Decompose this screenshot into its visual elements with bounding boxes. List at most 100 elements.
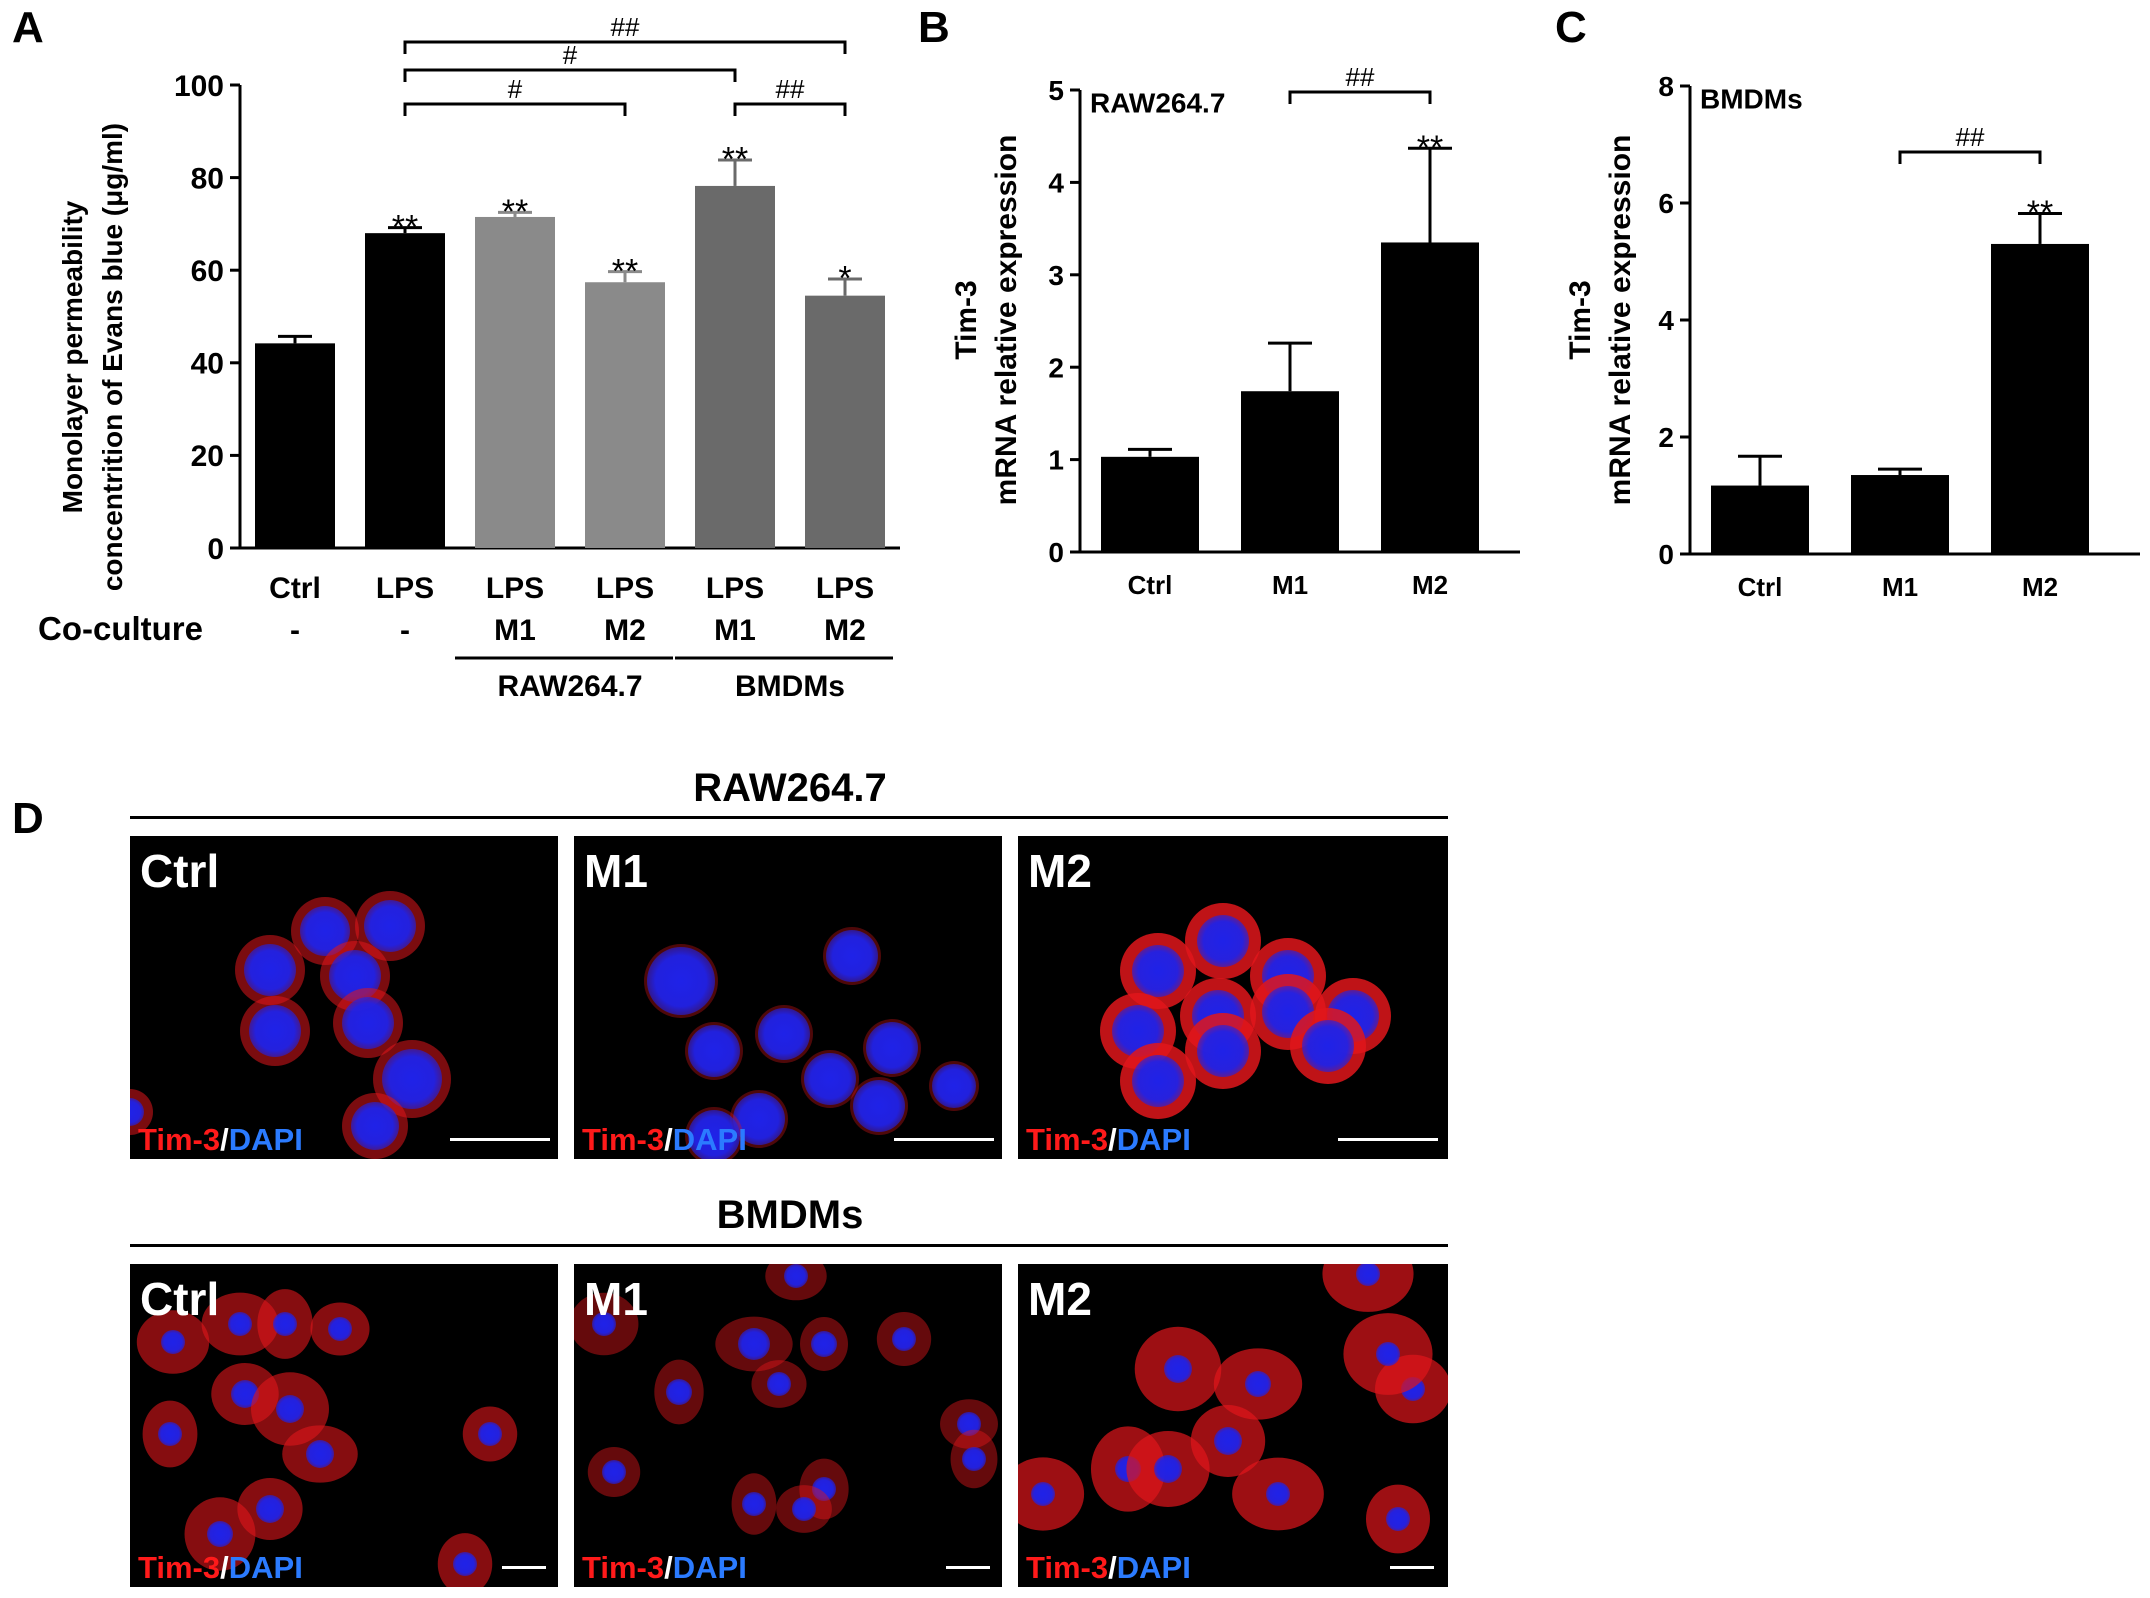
- stain-slash: /: [664, 1550, 673, 1585]
- y-tick-label: 60: [191, 255, 224, 288]
- significance-bracket: [403, 102, 627, 116]
- y-tick-label: 80: [191, 162, 224, 195]
- y-tick-label: 100: [174, 70, 224, 103]
- dapi-nucleus: [1031, 1482, 1055, 1506]
- dapi-nucleus: [932, 1064, 976, 1108]
- significance-bracket: [403, 68, 737, 82]
- y-tick-label: 2: [1658, 422, 1674, 453]
- coculture-value: M2: [604, 614, 646, 647]
- stain-legend: Tim-3/DAPI: [582, 1124, 747, 1155]
- dapi-nucleus: [811, 1331, 837, 1357]
- group-label: RAW264.7: [497, 670, 642, 703]
- bracket-label: ##: [611, 12, 640, 42]
- stain-dapi-label: DAPI: [1116, 1122, 1191, 1157]
- dapi-nucleus: [273, 1312, 297, 1336]
- dapi-nucleus: [758, 1008, 810, 1060]
- y-axis-label-line1: Monolayer permeability: [57, 200, 88, 513]
- dapi-nucleus: [364, 900, 416, 952]
- dapi-nucleus: [1356, 1264, 1380, 1286]
- panel-condition-label: Ctrl: [140, 845, 220, 897]
- scale-bar: [1390, 1566, 1434, 1569]
- stain-legend: Tim-3/DAPI: [582, 1552, 747, 1583]
- stain-legend: Tim-3/DAPI: [138, 1552, 303, 1583]
- scale-bar: [1338, 1138, 1438, 1141]
- dapi-nucleus: [602, 1460, 626, 1484]
- stain-dapi-label: DAPI: [228, 1550, 303, 1585]
- y-tick-label: 0: [1048, 537, 1064, 568]
- significance-label: **: [502, 193, 528, 231]
- y-tick-label: 40: [191, 348, 224, 381]
- dapi-nucleus: [804, 1053, 856, 1105]
- stain-slash: /: [664, 1122, 673, 1157]
- dapi-nucleus: [158, 1422, 182, 1446]
- x-category-label: Ctrl: [1128, 570, 1173, 600]
- panel-letter-c: C: [1555, 3, 1587, 52]
- y-tick-label: 4: [1658, 305, 1674, 336]
- bracket-label: ##: [1346, 62, 1375, 92]
- stain-dapi-label: DAPI: [228, 1122, 303, 1157]
- panel-condition-label: M1: [584, 845, 648, 897]
- dapi-nucleus: [1245, 1371, 1271, 1397]
- scale-bar: [450, 1138, 550, 1141]
- significance-label: **: [1417, 129, 1443, 167]
- scale-bar: [894, 1138, 994, 1141]
- dapi-nucleus: [784, 1264, 808, 1288]
- dapi-nucleus: [688, 1025, 740, 1077]
- stain-legend: Tim-3/DAPI: [138, 1124, 303, 1155]
- coculture-value: M2: [824, 614, 866, 647]
- dapi-nucleus: [161, 1330, 185, 1354]
- dapi-nucleus: [453, 1552, 477, 1576]
- dapi-nucleus: [826, 930, 878, 982]
- y-axis-label-line2: concentrition of Evans blue (μg/ml): [97, 123, 128, 591]
- bar: [1851, 475, 1949, 554]
- stain-dapi-label: DAPI: [672, 1122, 747, 1157]
- x-category-label: LPS: [706, 572, 764, 605]
- bar: [1241, 391, 1339, 552]
- micrograph-raw264-m1: M1 Tim-3/DAPI: [574, 836, 1002, 1159]
- dapi-nucleus: [733, 1093, 785, 1145]
- micrograph-bmdms-m1: M1 Tim-3/DAPI: [574, 1264, 1002, 1587]
- dapi-nucleus: [1376, 1342, 1400, 1366]
- stain-tim3-label: Tim-3: [1026, 1550, 1109, 1585]
- dapi-nucleus: [478, 1422, 502, 1446]
- coculture-value: M1: [714, 614, 756, 647]
- micrograph-image: [130, 891, 451, 1159]
- micrograph-image: [574, 1264, 998, 1535]
- bar: [1991, 243, 2089, 554]
- bar: [1381, 242, 1479, 552]
- y-tick-label: 3: [1048, 260, 1064, 291]
- significance-bracket: [733, 102, 847, 116]
- panel-condition-label: Ctrl: [140, 1273, 220, 1325]
- y-axis-label-line1: Tim-3: [1564, 280, 1597, 359]
- chart-a: 0 20 40 60 80 100 Monolayer permeability concen…: [38, 12, 900, 703]
- dapi-nucleus: [1266, 1482, 1290, 1506]
- coculture-value: M1: [494, 614, 536, 647]
- dapi-nucleus: [1154, 1455, 1182, 1483]
- dapi-nucleus: [276, 1395, 304, 1423]
- y-tick-label: 0: [1658, 539, 1674, 570]
- chart-inset-label: BMDMs: [1700, 83, 1803, 114]
- micrograph-image: [644, 927, 979, 1159]
- dapi-nucleus: [738, 1328, 770, 1360]
- chart-b: 0 1 2 3 4 5 Tim-3 mRNA relative expression RAW26…: [950, 62, 1520, 600]
- coculture-value: -: [290, 614, 300, 647]
- scale-bar: [502, 1566, 546, 1569]
- significance-bracket: [1288, 90, 1432, 104]
- dapi-nucleus: [1132, 1055, 1184, 1107]
- bar: [805, 295, 885, 548]
- micrograph-bmdms-m2: M2 Tim-3/DAPI: [1018, 1264, 1448, 1587]
- group-label: BMDMs: [735, 670, 845, 703]
- dapi-nucleus: [866, 1022, 918, 1074]
- y-axis-label-line2: mRNA relative expression: [990, 135, 1023, 506]
- dapi-nucleus: [688, 1110, 740, 1159]
- stain-slash: /: [220, 1122, 229, 1157]
- dapi-nucleus: [382, 1049, 442, 1109]
- significance-label: *: [838, 260, 851, 298]
- chart-c: 0 2 4 6 8 Tim-3 mRNA relative expression BMDMs *…: [1564, 71, 2140, 602]
- y-tick-label: 5: [1048, 75, 1064, 106]
- dapi-nucleus: [853, 1080, 905, 1132]
- dapi-nucleus: [306, 1440, 334, 1468]
- x-category-label: LPS: [596, 572, 654, 605]
- coculture-label: Co-culture: [38, 610, 203, 647]
- stain-dapi-label: DAPI: [672, 1550, 747, 1585]
